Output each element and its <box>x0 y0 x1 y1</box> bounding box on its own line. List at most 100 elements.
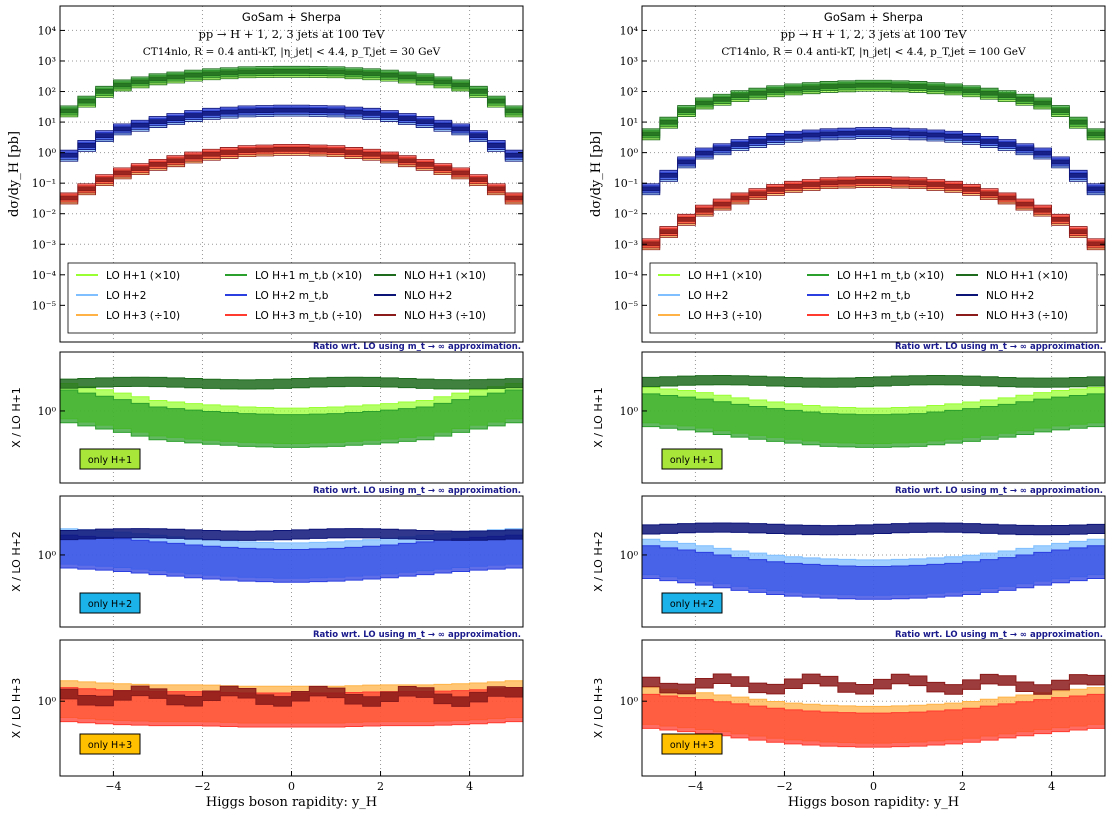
y-axis-label: dσ/dy_H [pb] <box>7 131 22 217</box>
y-tick-label: 10¹ <box>620 116 638 129</box>
title-line-1: GoSam + Sherpa <box>824 10 923 24</box>
ratio-label: Ratio wrt. LO using m_t → ∞ approximatio… <box>313 342 521 352</box>
ratio-frame <box>641 351 1106 484</box>
ratio-panel-1: Ratio wrt. LO using m_t → ∞ approximatio… <box>592 342 1106 484</box>
title-line-2: pp → H + 1, 2, 3 jets at 100 TeV <box>780 27 967 41</box>
y-tick-label: 10⁻⁴ <box>614 269 639 282</box>
y-tick-label: 10⁻¹ <box>614 177 638 190</box>
ratio-label: Ratio wrt. LO using m_t → ∞ approximatio… <box>313 630 521 640</box>
legend-entry: NLO H+1 (×10) <box>404 270 486 282</box>
legend-entry: NLO H+2 <box>986 290 1034 302</box>
main-plot-frame <box>641 5 1106 343</box>
legend-entry: NLO H+3 (÷10) <box>986 310 1068 322</box>
title-line-1: GoSam + Sherpa <box>242 10 341 24</box>
x-tick-label: 4 <box>1048 780 1055 793</box>
legend-entry: LO H+3 m_t,b (÷10) <box>837 310 944 322</box>
tag-box <box>79 592 141 614</box>
x-tick-label: 0 <box>288 780 295 793</box>
ratio-y-tick-label: 10⁰ <box>620 549 639 562</box>
y-tick-label: 10³ <box>620 55 638 68</box>
tag-label: only H+2 <box>88 599 132 610</box>
y-tick-label: 10⁻⁵ <box>614 299 638 312</box>
legend-entry: NLO H+2 <box>404 290 452 302</box>
ratio-y-tick-label: 10⁰ <box>38 695 57 708</box>
y-tick-label: 10⁴ <box>38 24 57 37</box>
y-tick-label: 10² <box>620 86 638 99</box>
legend: LO H+1 (×10) LO H+1 m_t,b (×10) NLO H+1 (×… <box>67 262 516 334</box>
ratio-y-axis-label: X / LO H+1 <box>10 387 23 448</box>
tag-box <box>661 448 723 470</box>
ratio-panel-2: Ratio wrt. LO using m_t → ∞ approximatio… <box>10 486 524 628</box>
tag-label: only H+3 <box>88 740 132 751</box>
ratio-frame <box>641 495 1106 628</box>
legend-entry: LO H+3 m_t,b (÷10) <box>255 310 362 322</box>
y-tick-label: 10⁰ <box>620 147 639 160</box>
ratio-panel-3: Ratio wrt. LO using m_t → ∞ approximatio… <box>592 630 1106 777</box>
ratio-label: Ratio wrt. LO using m_t → ∞ approximatio… <box>313 486 521 496</box>
main-plot-frame <box>59 5 524 343</box>
ratio-label: Ratio wrt. LO using m_t → ∞ approximatio… <box>895 342 1103 352</box>
ratio-label: Ratio wrt. LO using m_t → ∞ approximatio… <box>895 630 1103 640</box>
y-tick-label: 10⁻² <box>614 208 638 221</box>
chart-panel-left: 10⁴ 10³ 10² 10¹ 10⁰ 10⁻¹ 10⁻² 10⁻³ 10⁻⁴ 10⁻⁵ dσ/dy… <box>7 5 524 810</box>
tag-box <box>661 592 723 614</box>
ratio-y-tick-label: 10⁰ <box>620 695 639 708</box>
legend-entry: LO H+1 m_t,b (×10) <box>837 270 944 282</box>
ratio-panel-3: Ratio wrt. LO using m_t → ∞ approximatio… <box>10 630 524 777</box>
tag-label: only H+1 <box>670 455 714 466</box>
legend-entry: LO H+1 (×10) <box>688 270 762 282</box>
ratio-y-axis-label: X / LO H+2 <box>10 531 23 592</box>
legend-entry: LO H+1 m_t,b (×10) <box>255 270 362 282</box>
tag-label: only H+3 <box>670 740 714 751</box>
legend-entry: LO H+2 m_t,b <box>837 290 911 302</box>
tag-box <box>79 448 141 470</box>
title-line-3: CT14nlo, R = 0.4 anti-kT, |η_jet| < 4.4,… <box>143 46 441 59</box>
tag-box <box>661 733 723 755</box>
legend-entry: LO H+3 (÷10) <box>688 310 762 322</box>
title-line-2: pp → H + 1, 2, 3 jets at 100 TeV <box>198 27 385 41</box>
ratio-y-tick-label: 10⁰ <box>38 405 57 418</box>
tag-box <box>79 733 141 755</box>
x-tick-label: 2 <box>377 780 384 793</box>
y-tick-label: 10⁰ <box>38 147 57 160</box>
tag-label: only H+2 <box>670 599 714 610</box>
ratio-y-axis-label: X / LO H+2 <box>592 531 605 592</box>
legend-entry: LO H+3 (÷10) <box>106 310 180 322</box>
ratio-y-axis-label: X / LO H+3 <box>592 678 605 739</box>
chart-panel-right: 10⁴ 10³ 10² 10¹ 10⁰ 10⁻¹ 10⁻² 10⁻³ 10⁻⁴ 10⁻⁵ dσ/dy… <box>589 5 1106 810</box>
y-tick-label: 10⁻³ <box>32 238 56 251</box>
x-tick-label: −4 <box>105 780 121 793</box>
legend-box <box>649 262 1098 334</box>
ratio-panel-2: Ratio wrt. LO using m_t → ∞ approximatio… <box>592 486 1106 628</box>
title-line-3: CT14nlo, R = 0.4 anti-kT, |η_jet| < 4.4,… <box>721 46 1026 59</box>
ratio-frame <box>59 495 524 628</box>
ratio-frame <box>59 351 524 484</box>
y-tick-label: 10⁻³ <box>614 238 638 251</box>
x-tick-label: 0 <box>870 780 877 793</box>
y-tick-label: 10⁻⁴ <box>32 269 57 282</box>
legend-entry: LO H+2 <box>688 290 728 302</box>
x-axis-label: Higgs boson rapidity: y_H <box>206 795 377 810</box>
ratio-label: Ratio wrt. LO using m_t → ∞ approximatio… <box>895 486 1103 496</box>
ratio-y-axis-label: X / LO H+1 <box>592 387 605 448</box>
y-tick-label: 10⁻¹ <box>32 177 56 190</box>
ratio-y-axis-label: X / LO H+3 <box>10 678 23 739</box>
tag-label: only H+1 <box>88 455 132 466</box>
legend-box <box>67 262 516 334</box>
y-tick-label: 10⁻² <box>32 208 56 221</box>
y-tick-label: 10² <box>38 86 56 99</box>
legend-entry: LO H+2 m_t,b <box>255 290 329 302</box>
x-tick-label: −2 <box>194 780 210 793</box>
x-axis-label: Higgs boson rapidity: y_H <box>788 795 959 810</box>
y-tick-label: 10⁴ <box>620 24 639 37</box>
y-tick-label: 10⁻⁵ <box>32 299 56 312</box>
ratio-panel-1: Ratio wrt. LO using m_t → ∞ approximatio… <box>10 342 524 484</box>
legend-entry: NLO H+3 (÷10) <box>404 310 486 322</box>
ratio-y-tick-label: 10⁰ <box>620 405 639 418</box>
x-tick-label: −4 <box>687 780 703 793</box>
legend-entry: LO H+2 <box>106 290 146 302</box>
x-tick-label: 2 <box>959 780 966 793</box>
ratio-y-tick-label: 10⁰ <box>38 549 57 562</box>
legend-entry: NLO H+1 (×10) <box>986 270 1068 282</box>
